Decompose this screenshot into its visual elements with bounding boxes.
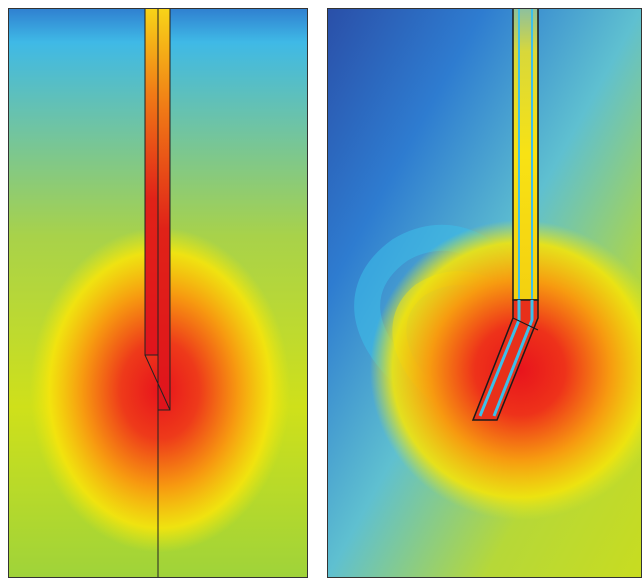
page: (() => { const data = JSON.parse(documen… (0, 0, 642, 578)
right-panel (327, 8, 642, 578)
probe-left-wall (145, 8, 158, 355)
simulation-figure (0, 0, 642, 578)
probe-right-wall (158, 8, 170, 410)
left-panel (8, 8, 308, 578)
probe-shaft (513, 8, 538, 300)
